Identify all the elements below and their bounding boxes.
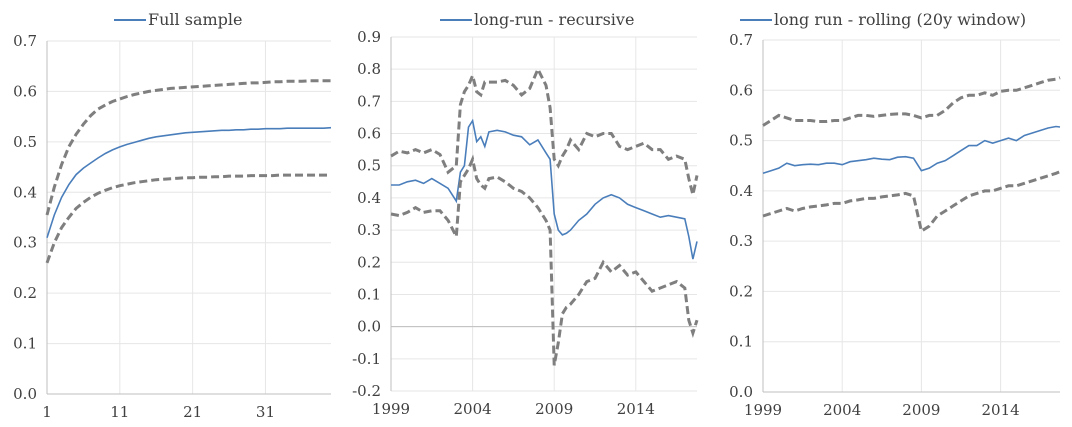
y-tick-label: 0.6	[729, 81, 753, 99]
y-tick-label: -0.2	[352, 382, 381, 400]
legend-label: long-run - recursive	[474, 10, 634, 29]
y-tick-label: 0.2	[729, 282, 753, 300]
x-tick-label: 1999	[744, 401, 782, 419]
x-tick-label: 2009	[535, 400, 573, 418]
y-tick-label: 0.3	[13, 234, 37, 252]
y-tick-label: -0.1	[352, 350, 381, 368]
y-tick-label: 0.7	[13, 32, 37, 50]
series-line-upper-band	[45, 79, 331, 216]
chart-panel-rolling: 0.0 0.1 0.2 0.3 0.4 0.5 0.6 0.7 1999 2004 2009 2014…	[729, 10, 1061, 419]
x-tick-label: 11	[110, 403, 129, 421]
series-line-upper-band	[762, 76, 1061, 127]
x-tick-label: 2004	[454, 400, 492, 418]
legend-label: long run - rolling (20y window)	[774, 10, 1026, 29]
y-tick-label: 0.2	[357, 253, 381, 271]
x-tick-label: 2014	[982, 401, 1020, 419]
y-tick-label: 0.0	[13, 385, 37, 403]
series-line-lower-band	[390, 154, 699, 366]
x-tick-label: 21	[183, 403, 202, 421]
x-tick-label: 1	[42, 403, 52, 421]
y-tick-label: 0.6	[13, 82, 37, 100]
y-tick-label: 0.9	[357, 28, 381, 46]
y-tick-label: 0.5	[13, 133, 37, 151]
y-tick-label: 0.7	[357, 92, 381, 110]
y-tick-label: 0.8	[357, 60, 381, 78]
y-tick-label: 0.4	[729, 182, 753, 200]
y-tick-label: 0.2	[13, 284, 37, 302]
series-line-estimate	[46, 126, 332, 238]
y-tick-label: 0.6	[357, 125, 381, 143]
y-tick-label: 0.4	[13, 183, 37, 201]
y-tick-label: 0.0	[729, 383, 753, 401]
series-line-upper-band	[390, 65, 699, 196]
x-tick-label: 2009	[902, 401, 940, 419]
y-tick-label: 0.1	[357, 285, 381, 303]
series-line-lower-band	[762, 170, 1061, 234]
y-tick-label: 0.1	[13, 335, 37, 353]
y-tick-label: 0.7	[729, 31, 753, 49]
series-line-estimate	[391, 118, 698, 260]
x-tick-label: 31	[256, 403, 275, 421]
y-tick-label: 0.4	[357, 189, 381, 207]
x-tick-label: 2014	[617, 400, 655, 418]
chart-panel-recursive: -0.2 -0.1 0.0 0.1 0.2 0.3 0.4 0.5 0.6 0.7 0.8 0.9 19…	[352, 10, 699, 418]
legend-label: Full sample	[148, 10, 242, 29]
x-tick-label: 1999	[372, 400, 410, 418]
y-tick-label: 0.0	[357, 318, 381, 336]
y-tick-label: 0.5	[357, 157, 381, 175]
y-tick-label: 0.5	[729, 132, 753, 150]
y-tick-label: 0.3	[729, 232, 753, 250]
series-line-lower-band	[45, 173, 331, 264]
series-line-estimate	[762, 125, 1061, 175]
y-tick-label: 0.3	[357, 221, 381, 239]
y-tick-label: 0.1	[729, 333, 753, 351]
x-tick-label: 2004	[823, 401, 861, 419]
